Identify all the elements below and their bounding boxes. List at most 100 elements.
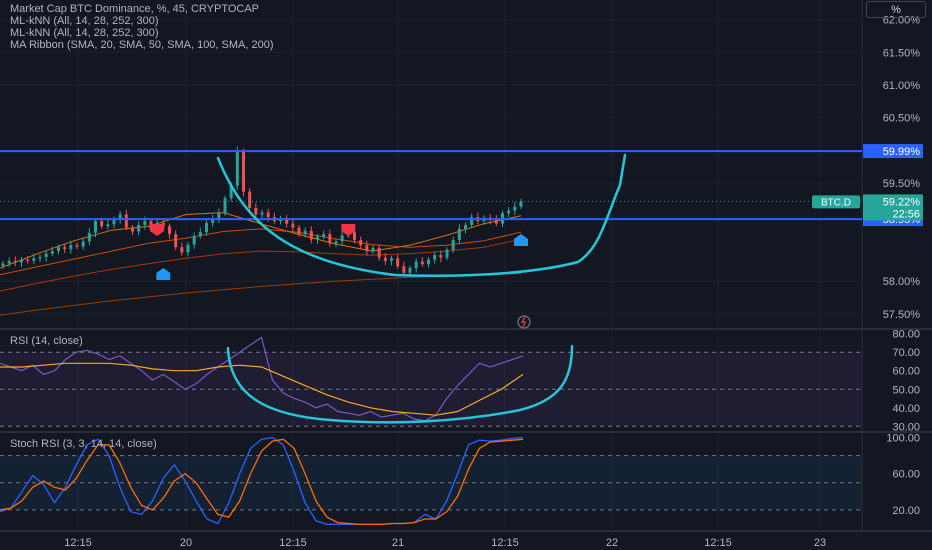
legend-indicator-ma-ribbon[interactable]: MA Ribbon (SMA, 20, SMA, 50, SMA, 100, S… bbox=[10, 39, 274, 51]
lightning-icon bbox=[517, 315, 531, 329]
level-price-tag bbox=[863, 144, 923, 159]
candle-body bbox=[7, 260, 11, 264]
stoch-axis-label: 100.00 bbox=[886, 433, 920, 445]
candle-body bbox=[211, 218, 215, 224]
stoch-band-fill bbox=[0, 455, 862, 510]
legend-indicator-knn-2[interactable]: ML-kNN (All, 14, 28, 252, 300) bbox=[10, 27, 159, 39]
candle-body bbox=[303, 230, 307, 235]
rsi-cup-drawing bbox=[226, 344, 574, 424]
candle-body bbox=[112, 219, 116, 225]
candle-body bbox=[223, 198, 227, 214]
candle-body bbox=[519, 201, 523, 207]
candle-body bbox=[229, 185, 233, 199]
candle-body bbox=[513, 206, 517, 211]
candle-body bbox=[1, 263, 5, 267]
candle-body bbox=[180, 247, 184, 253]
candle-body bbox=[420, 261, 424, 265]
stoch-axis-label: 60.00 bbox=[892, 469, 920, 481]
candle-body bbox=[205, 223, 208, 233]
candle-body bbox=[50, 251, 54, 254]
candle-body bbox=[20, 259, 23, 263]
candle-body bbox=[383, 257, 387, 261]
rsi-band-fill bbox=[0, 352, 862, 427]
candle-body bbox=[316, 236, 319, 240]
ma-line-sma-50 bbox=[0, 228, 522, 276]
candle-body bbox=[464, 224, 467, 229]
time-axis-label: 12:15 bbox=[279, 537, 307, 549]
time-axis-label: 12:15 bbox=[491, 537, 519, 549]
candle-body bbox=[377, 247, 381, 258]
candle-body bbox=[291, 223, 295, 228]
legend-indicator-knn-1[interactable]: ML-kNN (All, 14, 28, 252, 300) bbox=[10, 15, 159, 27]
candle-body bbox=[457, 228, 461, 241]
candle-body bbox=[322, 234, 326, 237]
rsi-ma-line bbox=[0, 362, 524, 416]
candle-body bbox=[285, 218, 289, 224]
stoch-legend[interactable]: Stoch RSI (3, 3, 14, 14, close) bbox=[10, 438, 157, 450]
main-legend: Market Cap BTC Dominance, %, 45, CRYPTOC… bbox=[10, 3, 274, 51]
candle-body bbox=[168, 226, 171, 235]
candle-body bbox=[143, 221, 147, 225]
price-axis-label: 61.00% bbox=[883, 80, 921, 92]
candle-body bbox=[494, 219, 498, 224]
rsi-axis-label: 70.00 bbox=[892, 347, 920, 359]
candle-body bbox=[57, 247, 60, 252]
candle-body bbox=[309, 230, 313, 240]
candle-body bbox=[470, 217, 474, 225]
sell-signal-marker bbox=[341, 224, 356, 236]
time-axis-label: 21 bbox=[392, 537, 404, 549]
candle-body bbox=[242, 151, 245, 192]
candle-body bbox=[328, 234, 332, 244]
candle-body bbox=[254, 207, 258, 215]
candle-body bbox=[81, 241, 85, 247]
legend-title[interactable]: Market Cap BTC Dominance, %, 45, CRYPTOC… bbox=[10, 3, 260, 15]
candle-body bbox=[26, 259, 30, 261]
stoch-axis-label: 20.00 bbox=[892, 505, 920, 517]
candle-body bbox=[396, 258, 400, 267]
candle-body bbox=[186, 244, 190, 253]
candle-body bbox=[507, 210, 511, 214]
candle-body bbox=[69, 245, 73, 250]
rsi-axis-label: 30.00 bbox=[892, 421, 920, 433]
price-axis-label: 59.50% bbox=[883, 178, 921, 190]
candle-body bbox=[408, 268, 412, 273]
price-axis-label: 61.50% bbox=[883, 47, 921, 59]
stoch-legend-title[interactable]: Stoch RSI (3, 3, 14, 14, close) bbox=[10, 438, 157, 450]
percent-scale-button[interactable]: % bbox=[866, 1, 926, 18]
current-symbol-label: BTC.D bbox=[821, 197, 851, 208]
candle-body bbox=[427, 259, 430, 265]
rsi-legend-title[interactable]: RSI (14, close) bbox=[10, 335, 83, 347]
time-axis-label: 22 bbox=[606, 537, 618, 549]
candle-body bbox=[75, 245, 79, 247]
candle-body bbox=[371, 247, 375, 252]
current-price-tag bbox=[863, 194, 923, 221]
rsi-axis-label: 40.00 bbox=[892, 403, 920, 415]
stoch-d-line bbox=[0, 438, 524, 526]
candle-body bbox=[266, 212, 270, 218]
candle-body bbox=[94, 221, 97, 233]
bar-countdown-label: 22:56 bbox=[892, 208, 920, 220]
candle-body bbox=[13, 260, 17, 263]
candle-body bbox=[297, 227, 301, 235]
candle-body bbox=[38, 257, 42, 259]
rsi-legend[interactable]: RSI (14, close) bbox=[10, 335, 83, 347]
candle-body bbox=[248, 191, 252, 208]
candle-body bbox=[124, 214, 128, 228]
candle-body bbox=[217, 213, 221, 219]
candle-body bbox=[63, 247, 67, 250]
candle-body bbox=[118, 214, 122, 220]
candle-body bbox=[445, 249, 449, 258]
candle-body bbox=[100, 221, 104, 227]
candle-body bbox=[353, 232, 356, 241]
sell-signal-marker bbox=[150, 224, 165, 236]
candle-body bbox=[137, 224, 141, 232]
current-price-label: 59.22% bbox=[883, 196, 921, 208]
candle-body bbox=[198, 232, 202, 237]
candle-body bbox=[260, 212, 264, 215]
buy-signal-marker bbox=[156, 268, 171, 280]
rsi-axis-label: 50.00 bbox=[892, 384, 920, 396]
cup-drawing bbox=[216, 153, 627, 277]
price-axis-label: 57.50% bbox=[883, 309, 921, 321]
price-axis-label: 58.00% bbox=[883, 276, 921, 288]
